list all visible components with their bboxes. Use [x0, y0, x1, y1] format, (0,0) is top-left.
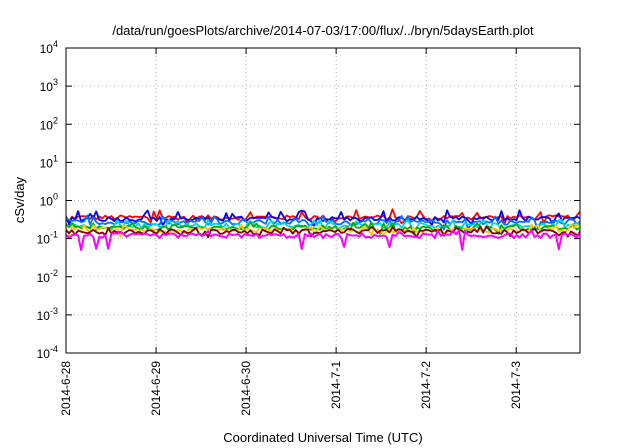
- series-line: [66, 229, 580, 251]
- y-tick-base: 10: [40, 118, 54, 132]
- y-tick-label: 104: [40, 39, 58, 56]
- x-tick-label: 2014-6-28: [59, 361, 73, 416]
- y-tick-label: 103: [40, 77, 58, 94]
- y-tick-label: 101: [40, 153, 58, 170]
- x-tick-label: 2014-7-1: [329, 361, 343, 409]
- x-tick-label: 2014-6-30: [239, 361, 253, 416]
- y-tick-label: 102: [40, 115, 58, 132]
- x-tick-label: 2014-6-29: [149, 361, 163, 416]
- y-tick-base: 10: [37, 271, 51, 285]
- y-tick-base: 10: [40, 195, 54, 209]
- series-line: [66, 225, 580, 239]
- y-tick-base: 10: [40, 80, 54, 94]
- y-tick-exponent: -4: [50, 344, 58, 354]
- y-tick-base: 10: [37, 233, 51, 247]
- grid-lines: [66, 48, 580, 353]
- y-tick-label: 100: [40, 192, 58, 209]
- chart-title: /data/run/goesPlots/archive/2014-07-03/1…: [112, 23, 534, 38]
- y-tick-exponent: 3: [53, 77, 58, 87]
- y-tick-exponent: 4: [53, 39, 58, 49]
- y-tick-base: 10: [40, 42, 54, 56]
- y-tick-exponent: 2: [53, 115, 58, 125]
- y-tick-exponent: 0: [53, 192, 58, 202]
- y-tick-exponent: -1: [50, 230, 58, 240]
- y-tick-exponent: -3: [50, 306, 58, 316]
- y-tick-label: 10-1: [37, 230, 58, 247]
- x-axis-ticks: 2014-6-28 2014-6-29 2014-6-30 2014-7-1 2014-…: [59, 48, 523, 416]
- y-tick-base: 10: [37, 309, 51, 323]
- y-tick-base: 10: [40, 156, 54, 170]
- y-tick-exponent: 1: [53, 153, 58, 163]
- y-tick-label: 10-3: [37, 306, 58, 323]
- y-tick-exponent: -2: [50, 268, 58, 278]
- x-tick-label: 2014-7-3: [509, 361, 523, 409]
- x-tick-label: 2014-7-2: [419, 361, 433, 409]
- y-axis-label: cSv/day: [12, 176, 27, 223]
- y-tick-label: 10-2: [37, 268, 58, 285]
- series-line: [66, 223, 580, 238]
- x-axis-label: Coordinated Universal Time (UTC): [223, 430, 422, 445]
- series-lines: [66, 208, 580, 251]
- y-tick-base: 10: [37, 347, 51, 361]
- y-tick-label: 10-4: [37, 344, 58, 361]
